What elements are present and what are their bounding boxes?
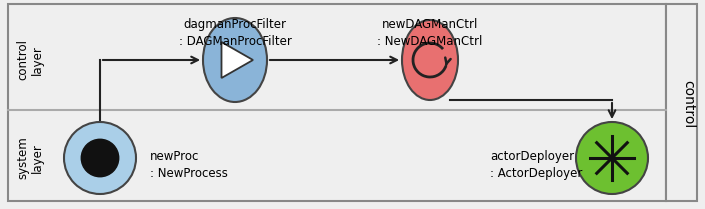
Circle shape [81, 139, 118, 177]
FancyBboxPatch shape [8, 4, 666, 201]
FancyBboxPatch shape [666, 4, 697, 201]
Circle shape [576, 122, 648, 194]
Ellipse shape [402, 20, 458, 100]
Text: system
layer: system layer [16, 137, 44, 179]
Text: newDAGManCtrl
: NewDAGManCtrl: newDAGManCtrl : NewDAGManCtrl [377, 18, 483, 48]
Text: dagmanProcFilter
: DAGManProcFilter: dagmanProcFilter : DAGManProcFilter [178, 18, 291, 48]
Text: newProc
: NewProcess: newProc : NewProcess [150, 150, 228, 180]
Polygon shape [221, 42, 253, 78]
Text: control
layer: control layer [16, 40, 44, 80]
Ellipse shape [203, 18, 267, 102]
Text: control: control [681, 80, 695, 128]
Circle shape [64, 122, 136, 194]
Text: actorDeployer
: ActorDeployer: actorDeployer : ActorDeployer [490, 150, 582, 180]
